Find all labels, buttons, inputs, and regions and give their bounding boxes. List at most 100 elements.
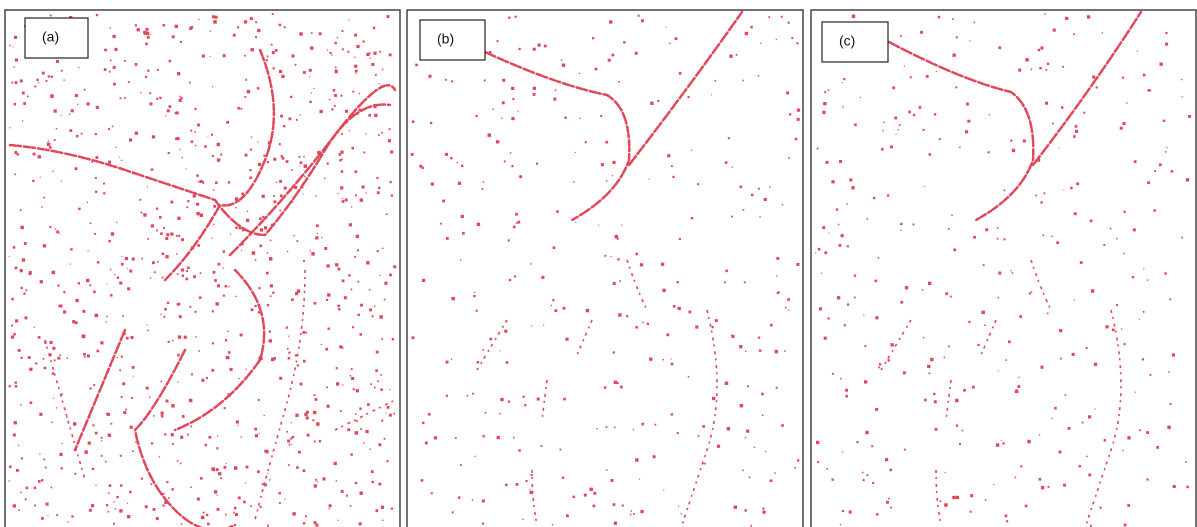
speckle: [13, 46, 14, 47]
speckle: [121, 356, 123, 358]
speckle: [854, 275, 856, 277]
speckle: [57, 284, 59, 286]
speckle: [359, 522, 362, 525]
speckle: [640, 510, 643, 513]
speckle: [1011, 270, 1012, 271]
speckle: [516, 222, 518, 224]
speckle: [959, 443, 961, 445]
speckle: [56, 407, 57, 408]
speckle: [477, 223, 480, 226]
speckle: [276, 182, 277, 183]
speckle: [981, 311, 984, 314]
speckle: [329, 508, 330, 509]
speckle: [385, 412, 386, 413]
speckle: [267, 304, 269, 306]
speckle: [786, 91, 789, 94]
speckle: [349, 223, 352, 226]
speckle: [365, 430, 368, 433]
speckle: [374, 306, 376, 308]
speckle: [359, 93, 360, 94]
speckle: [286, 160, 289, 163]
panel-c: (c): [811, 10, 1196, 527]
speckle: [387, 406, 390, 409]
speckle: [336, 367, 338, 369]
speckle: [1070, 187, 1073, 190]
speckle: [842, 82, 843, 83]
speckle: [49, 226, 51, 228]
speckle: [291, 444, 292, 445]
speckle: [159, 456, 160, 457]
speckle: [389, 274, 392, 277]
speckle: [178, 335, 181, 338]
speckle: [115, 147, 116, 148]
speckle: [194, 108, 196, 110]
speckle: [260, 228, 263, 231]
speckle: [167, 302, 169, 304]
speckle: [828, 89, 830, 91]
speckle: [955, 399, 958, 402]
speckle: [1127, 504, 1130, 507]
speckle: [890, 507, 892, 509]
speckle: [379, 51, 381, 53]
speckle: [177, 303, 180, 306]
speckle: [258, 287, 260, 289]
speckle: [678, 506, 679, 507]
speckle: [39, 453, 40, 454]
speckle: [21, 357, 23, 359]
speckle: [141, 212, 143, 214]
speckle: [254, 305, 256, 307]
speckle: [114, 274, 115, 275]
speckle: [199, 296, 202, 299]
speckle: [776, 257, 779, 260]
speckle: [355, 70, 358, 73]
speckle: [389, 53, 392, 56]
speckle: [255, 21, 257, 23]
speckle: [180, 149, 181, 150]
speckle: [177, 354, 180, 357]
speckle: [146, 32, 149, 35]
speckle: [849, 511, 852, 514]
speckle: [18, 445, 19, 446]
speckle: [43, 358, 45, 360]
speckle: [46, 503, 49, 506]
speckle: [329, 52, 331, 54]
speckle: [206, 514, 208, 516]
speckle: [717, 445, 720, 448]
speckle: [930, 358, 933, 361]
speckle: [84, 89, 86, 91]
speckle: [251, 308, 254, 311]
speckle: [156, 230, 158, 232]
speckle: [350, 453, 352, 455]
speckle: [369, 308, 372, 311]
speckle: [348, 274, 350, 276]
speckle: [269, 479, 270, 480]
speckle: [28, 356, 31, 359]
speckle: [165, 255, 168, 258]
speckle: [165, 237, 168, 240]
speckle: [1059, 451, 1062, 454]
speckle: [797, 109, 800, 112]
speckle: [152, 135, 155, 138]
speckle: [255, 434, 258, 437]
speckle: [331, 54, 332, 55]
speckle: [373, 27, 375, 29]
speckle: [711, 94, 712, 95]
speckle: [120, 455, 122, 457]
speckle: [781, 424, 784, 427]
speckle: [280, 194, 283, 197]
speckle: [886, 501, 889, 504]
speckle: [129, 138, 132, 141]
speckle: [349, 130, 350, 131]
speckle: [1186, 178, 1189, 181]
speckle: [620, 386, 623, 389]
speckle: [770, 479, 773, 482]
speckle: [129, 491, 131, 493]
speckle: [322, 477, 325, 480]
speckle: [314, 394, 316, 396]
speckle: [370, 58, 371, 59]
speckle: [191, 140, 194, 143]
speckle: [267, 525, 269, 527]
speckle: [617, 258, 619, 260]
speckle: [127, 515, 130, 518]
speckle: [145, 76, 147, 78]
